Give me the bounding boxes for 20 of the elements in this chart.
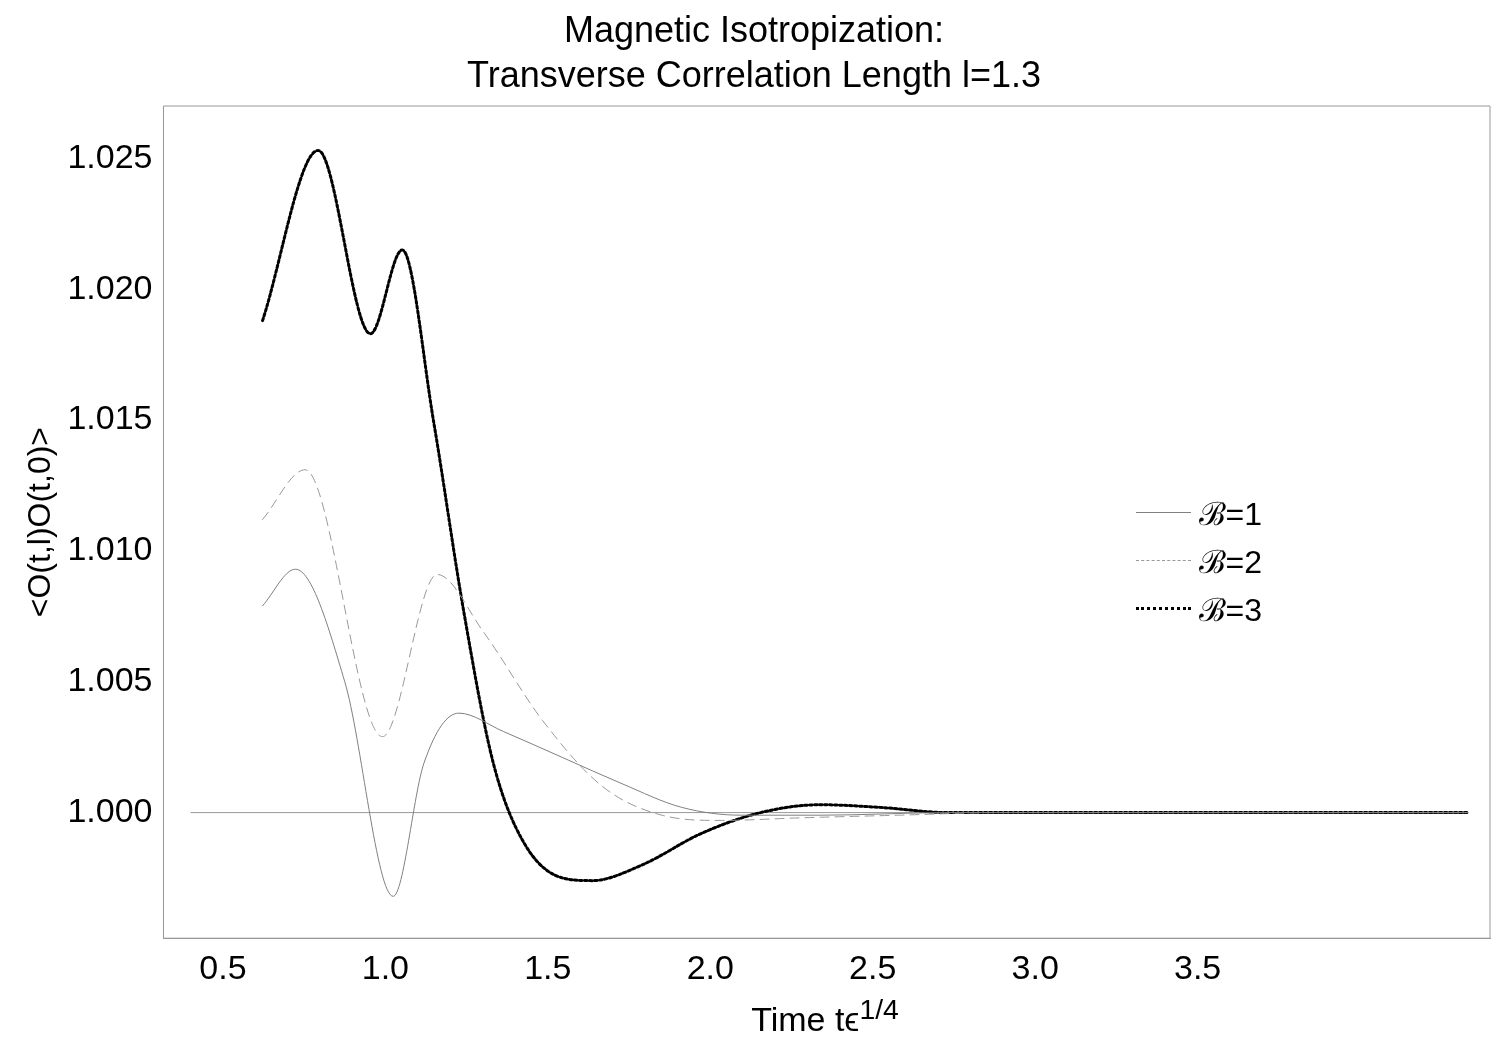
x-axis-title: Time tϵ$^{1/4}$ [750,993,900,1039]
x-tick-label: 2.0 [686,947,734,986]
legend-label: ℬ=1 [1198,494,1262,534]
x-tick-label: 3.0 [1011,947,1059,986]
legend-label: ℬ=2 [1198,542,1262,582]
x-tick-label: 2.5 [849,947,897,986]
y-tick-label: 1.005 [67,660,153,699]
legend-label: ℬ=3 [1198,590,1262,630]
x-tick-label: 3.5 [1173,947,1222,986]
y-tick-label: 1.010 [67,529,153,568]
y-tick-label: 1.015 [67,398,153,437]
y-axis-title: <O(t,l)O(t,0)> [21,426,58,618]
y-tick-label: 1.000 [67,790,153,829]
line-series [261,148,1469,883]
y-tick-label: 1.025 [67,136,153,175]
x-tick-label: 1.5 [524,947,572,986]
x-tick-label: 1.0 [361,947,410,986]
chart-title: Magnetic Isotropization: Transverse Correlation Length l=1.3 [467,9,1041,96]
y-tick-label: 1.020 [67,267,153,306]
x-tick-label: 0.5 [199,947,247,986]
